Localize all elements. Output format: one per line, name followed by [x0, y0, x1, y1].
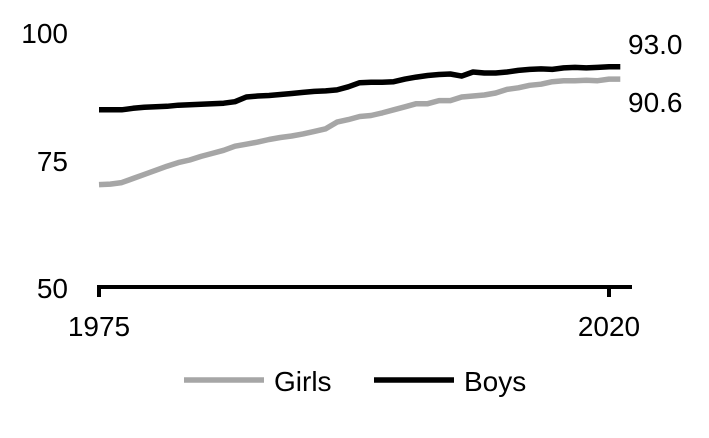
series-line-boys	[99, 64, 621, 113]
y-tick-label-100: 100	[21, 18, 68, 49]
end-label-boys: 93.0	[628, 29, 683, 60]
series-line-girls	[98, 76, 621, 188]
x-tick-label-1975: 1975	[68, 311, 130, 342]
legend-label-girls: Girls	[274, 366, 332, 397]
y-axis-labels: 100 75 50	[21, 18, 68, 304]
x-axis-labels: 1975 2020	[68, 311, 640, 342]
y-tick-label-50: 50	[37, 273, 68, 304]
x-tick-label-2020: 2020	[578, 311, 640, 342]
legend: Girls Boys	[184, 366, 526, 397]
legend-label-boys: Boys	[464, 366, 526, 397]
y-tick-label-75: 75	[37, 146, 68, 177]
end-label-girls: 90.6	[628, 87, 683, 118]
